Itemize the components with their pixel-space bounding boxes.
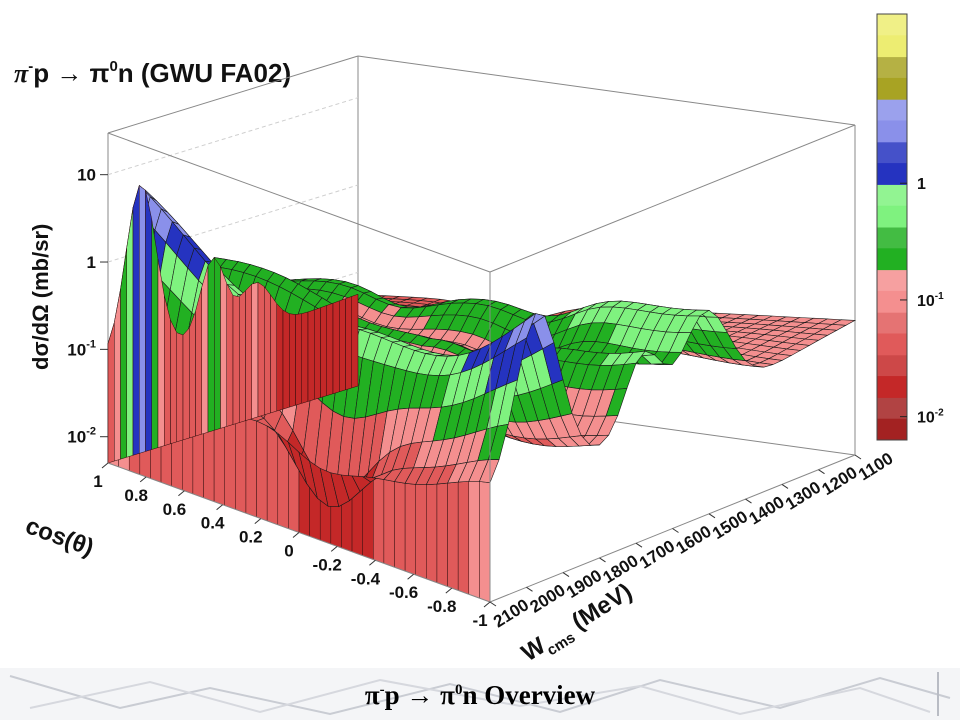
colorbar-tick-label: 10-1 <box>917 291 944 310</box>
colorbar-band <box>877 333 907 356</box>
x-tick-label: 0.4 <box>201 514 225 533</box>
colorbar-band <box>877 35 907 58</box>
footer-decoration <box>9 672 951 716</box>
colorbar-band <box>877 418 907 441</box>
colorbar-band <box>877 354 907 377</box>
z-tick-label: 10-1 <box>67 338 96 359</box>
colorbar-band <box>877 141 907 164</box>
y-tick-label: 1100 <box>855 449 896 485</box>
colorbar-band <box>877 56 907 79</box>
slide-footer <box>0 668 960 720</box>
x-axis-label: cos(θ) <box>22 512 97 561</box>
colorbar-band <box>877 99 907 121</box>
x-tick-label: -0.8 <box>427 597 456 616</box>
x-tick-label: -0.4 <box>351 569 381 588</box>
colorbar-band <box>877 205 907 228</box>
z-axis-label: dσ/dΩ (mb/sr) <box>28 224 53 370</box>
x-tick-label: 0.6 <box>163 500 187 519</box>
x-tick-label: 0 <box>284 542 293 561</box>
slide-caption: π-p → π0n Overview <box>364 680 596 710</box>
x-tick-label: 1 <box>93 472 102 491</box>
colorbar-band <box>877 184 907 207</box>
chart-title: π-p → π0n (GWU FA02) <box>14 58 291 88</box>
colorbar-band <box>877 14 907 36</box>
colorbar-band <box>877 312 907 334</box>
colorbar-band <box>877 227 907 249</box>
colorbar-band <box>877 163 907 185</box>
colorbar-band <box>877 269 907 292</box>
colorbar-tick-label: 1 <box>917 176 926 193</box>
colorbar-band <box>877 120 907 143</box>
x-tick-label: 0.8 <box>124 486 148 505</box>
colorbar-band <box>877 248 907 271</box>
colorbar-band <box>877 77 907 100</box>
colorbar-band <box>877 376 907 398</box>
z-tick-label: 1 <box>87 253 96 272</box>
colorbar-band <box>877 397 907 420</box>
colorbar-band <box>877 290 907 313</box>
x-tick-label: -1 <box>472 611 487 630</box>
x-tick-label: -0.6 <box>389 583 418 602</box>
z-tick-label: 10 <box>77 166 96 185</box>
z-tick-label: 10-2 <box>67 426 96 447</box>
x-tick-label: -0.2 <box>313 555 342 574</box>
colorbar: 1 10-1 10-2 <box>876 13 944 441</box>
x-tick-label: 0.2 <box>239 528 263 547</box>
colorbar-tick-label: 10-2 <box>917 408 944 427</box>
